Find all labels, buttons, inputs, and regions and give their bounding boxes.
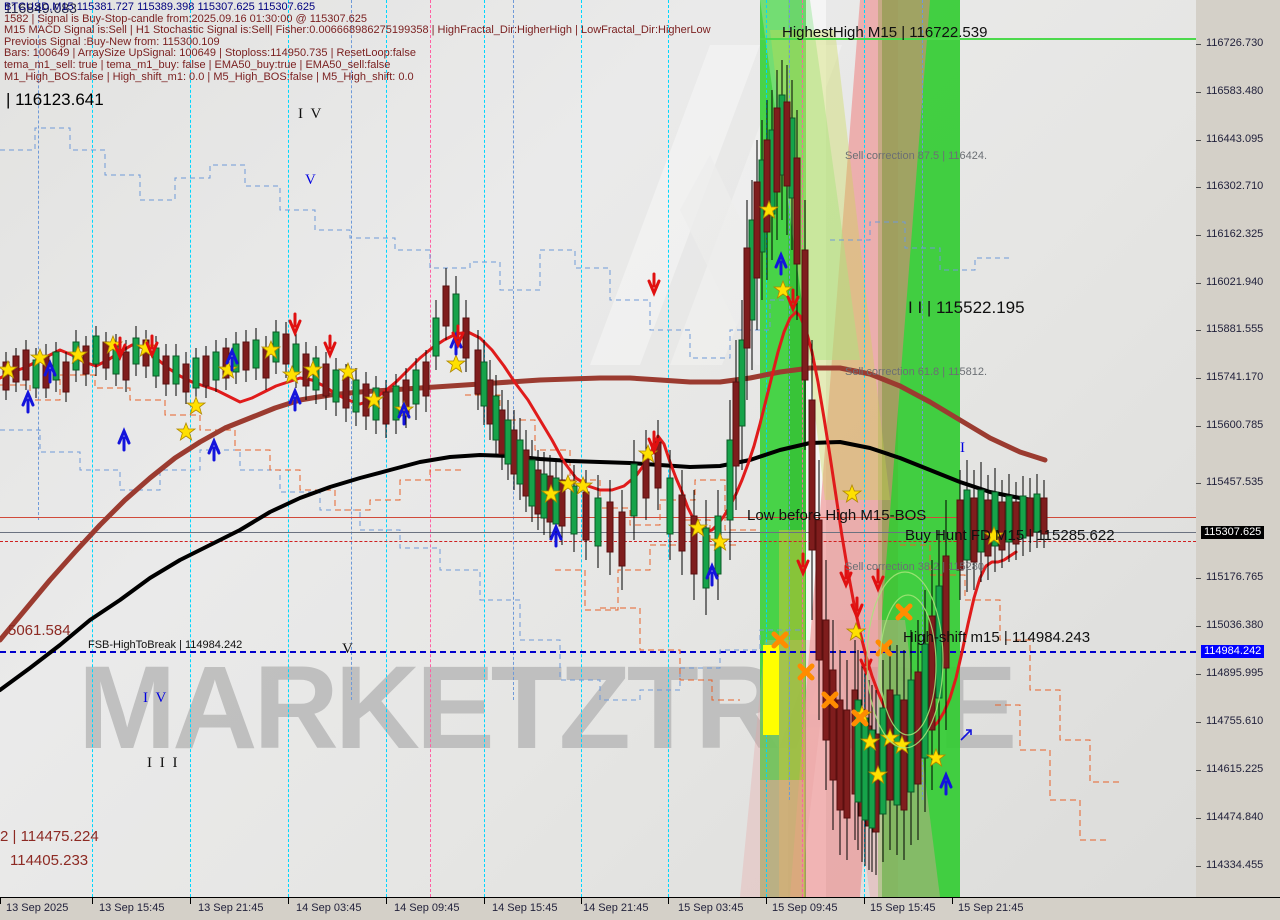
fsb-level-marker: 114984.242 <box>1201 645 1265 658</box>
price-label: 114615.225 <box>1206 763 1264 775</box>
time-label: 13 Sep 21:45 <box>198 902 264 914</box>
price-label: 115457.535 <box>1206 476 1264 488</box>
annotation-high-shift-m15: High-shift m15 | 114984.243 <box>903 629 1091 646</box>
vline-cyan-6 <box>581 0 582 897</box>
price-label: 114334.455 <box>1206 859 1264 871</box>
cross-markers <box>774 606 910 724</box>
annotation-highest-high: HighestHigh M15 | 116722.539 <box>782 24 988 41</box>
price-label: 115741.170 <box>1206 371 1264 383</box>
price-label: 115036.380 <box>1206 619 1264 631</box>
price-label: 116162.325 <box>1206 228 1264 240</box>
annotation-low-left-1: 5061.584 <box>8 622 71 639</box>
vline-cyan-8 <box>766 0 767 897</box>
vline-blue-4 <box>789 0 790 800</box>
time-label: 14 Sep 03:45 <box>296 902 362 914</box>
vline-blue-2 <box>351 0 352 700</box>
signal-markers-layer <box>0 200 1004 796</box>
price-label: 116726.730 <box>1206 37 1264 49</box>
header-overlay-price: 116849.083 <box>4 0 77 16</box>
price-label: 116302.710 <box>1206 180 1264 192</box>
price-label: 116021.940 <box>1206 276 1264 288</box>
session-band-red-lower <box>760 780 804 897</box>
annotation-low-left-2: 2 | 114475.224 <box>0 828 99 845</box>
time-label: 15 Sep 15:45 <box>870 902 936 914</box>
sell-arrows <box>113 272 885 674</box>
wave-marker-IV-upper: I V <box>298 106 324 122</box>
annotation-level-2: I I | 115522.195 <box>908 298 1025 317</box>
zone-ellipse <box>866 571 944 749</box>
time-label: 14 Sep 21:45 <box>583 902 649 914</box>
chart-plot-area[interactable]: HighestHigh M15 | 116722.539 Sell correc… <box>0 0 1197 898</box>
price-label: 115176.765 <box>1206 571 1264 583</box>
price-label: 115881.555 <box>1206 323 1264 335</box>
wave-marker-IV-lower: I V <box>143 690 169 706</box>
time-label: 14 Sep 15:45 <box>492 902 558 914</box>
time-label: 15 Sep 03:45 <box>678 902 744 914</box>
vline-cyan-7 <box>668 0 669 897</box>
vline-cyan-3 <box>288 0 289 897</box>
annotation-fsb-high-to-break: FSB-HighToBreak | 114984.242 <box>88 639 243 651</box>
price-label: 114755.610 <box>1206 715 1264 727</box>
annotation-low-before-high: Low before High M15-BOS <box>747 507 927 524</box>
annotation-sell-corr-618: Sell correction 61.8 | 115812. <box>845 366 988 378</box>
price-label: 116443.095 <box>1206 133 1264 145</box>
vline-pink-2 <box>802 0 803 897</box>
time-label: 13 Sep 2025 <box>6 902 69 914</box>
vline-cyan-4 <box>386 0 387 897</box>
vline-pink-1 <box>430 0 431 897</box>
vline-blue-3 <box>513 0 514 700</box>
buy-arrows <box>21 253 953 796</box>
price-label: 115600.785 <box>1206 419 1264 431</box>
vline-blue-1 <box>38 0 39 520</box>
vline-cyan-1 <box>92 0 93 897</box>
annotation-sell-corr-875: Sell correction 87.5 | 116424. <box>845 150 988 162</box>
price-label: 114895.995 <box>1206 667 1264 679</box>
price-candles-and-indicators <box>0 60 1120 875</box>
wave-marker-I-right: I <box>960 440 967 456</box>
time-label: 15 Sep 21:45 <box>958 902 1024 914</box>
time-label: 15 Sep 09:45 <box>772 902 838 914</box>
time-label: 13 Sep 15:45 <box>99 902 165 914</box>
break-arrow-icon <box>960 729 972 741</box>
time-axis[interactable]: 13 Sep 2025 13 Sep 15:45 13 Sep 21:45 14… <box>0 898 1280 920</box>
header-big-price: | 116123.641 <box>6 90 104 109</box>
wave-marker-V-upper: V <box>305 172 318 188</box>
session-band-yellow <box>763 645 779 735</box>
level-fsb-high-to-break <box>0 651 1196 653</box>
annotation-low-left-3: 114405.233 <box>10 852 89 869</box>
price-label: 116583.480 <box>1206 85 1264 97</box>
price-label: 114474.840 <box>1206 811 1264 823</box>
level-highest-high <box>760 38 1196 40</box>
wave-marker-III-lower: I I I <box>147 755 180 771</box>
price-axis[interactable]: 116726.730 116583.480 116443.095 116302.… <box>1196 0 1280 898</box>
current-price-marker: 115307.625 <box>1201 526 1265 539</box>
annotation-sell-corr-382: Sell correction 38.2 | 115280. <box>845 561 988 573</box>
time-label: 14 Sep 09:45 <box>394 902 460 914</box>
vline-cyan-5 <box>484 0 485 897</box>
annotation-buy-hunt: Buy Hunt FD M15 | 115285.622 <box>905 527 1115 544</box>
wave-marker-V-lower: V <box>342 641 355 657</box>
